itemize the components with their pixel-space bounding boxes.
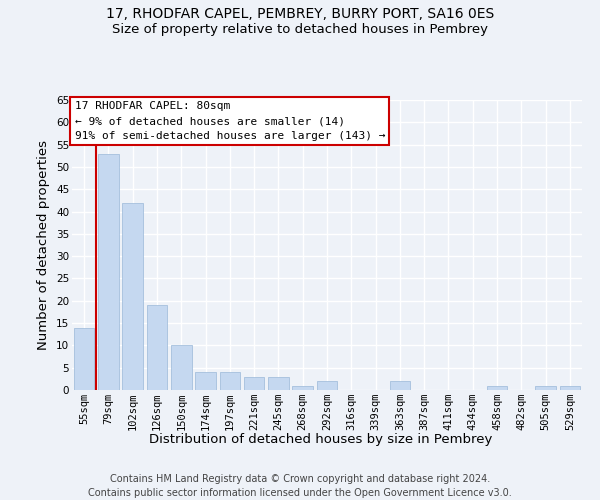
Y-axis label: Number of detached properties: Number of detached properties bbox=[37, 140, 50, 350]
Bar bbox=[244, 376, 265, 390]
Bar bbox=[535, 386, 556, 390]
Bar bbox=[146, 305, 167, 390]
Bar bbox=[292, 386, 313, 390]
Bar bbox=[220, 372, 240, 390]
Bar bbox=[171, 346, 191, 390]
Bar bbox=[268, 376, 289, 390]
Text: Distribution of detached houses by size in Pembrey: Distribution of detached houses by size … bbox=[149, 432, 493, 446]
Bar bbox=[389, 381, 410, 390]
Bar bbox=[195, 372, 216, 390]
Bar bbox=[487, 386, 508, 390]
Text: Size of property relative to detached houses in Pembrey: Size of property relative to detached ho… bbox=[112, 22, 488, 36]
Bar bbox=[74, 328, 94, 390]
Text: 17 RHODFAR CAPEL: 80sqm
← 9% of detached houses are smaller (14)
91% of semi-det: 17 RHODFAR CAPEL: 80sqm ← 9% of detached… bbox=[74, 102, 385, 141]
Bar bbox=[122, 202, 143, 390]
Bar bbox=[317, 381, 337, 390]
Text: 17, RHODFAR CAPEL, PEMBREY, BURRY PORT, SA16 0ES: 17, RHODFAR CAPEL, PEMBREY, BURRY PORT, … bbox=[106, 8, 494, 22]
Text: Contains HM Land Registry data © Crown copyright and database right 2024.
Contai: Contains HM Land Registry data © Crown c… bbox=[88, 474, 512, 498]
Bar bbox=[98, 154, 119, 390]
Bar bbox=[560, 386, 580, 390]
